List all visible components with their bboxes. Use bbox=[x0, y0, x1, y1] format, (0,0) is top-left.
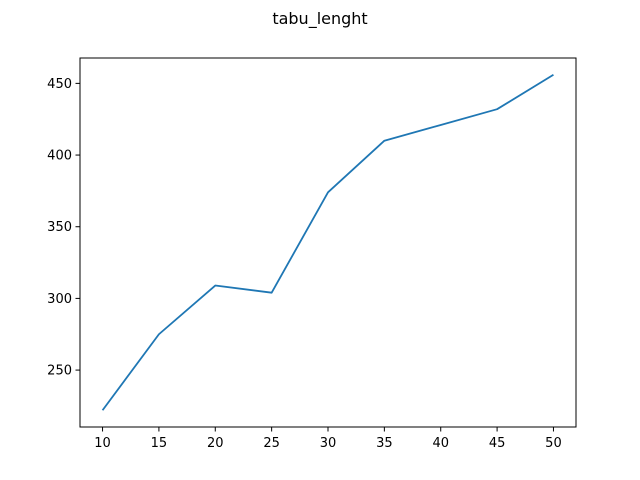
chart-title: tabu_lenght bbox=[272, 9, 367, 29]
x-tick-label: 20 bbox=[207, 436, 224, 451]
x-tick-label: 50 bbox=[545, 436, 562, 451]
y-tick-label: 300 bbox=[47, 292, 72, 307]
x-tick-label: 25 bbox=[263, 436, 280, 451]
x-tick-label: 10 bbox=[94, 436, 111, 451]
y-tick-label: 400 bbox=[47, 149, 72, 164]
x-tick-label: 45 bbox=[489, 436, 506, 451]
y-tick-label: 450 bbox=[47, 77, 72, 92]
series-line bbox=[101, 74, 554, 411]
plot-area: 10 15 20 25 30 35 40 45 50 250 300 350 400 450 bbox=[47, 57, 577, 451]
y-tick-label: 350 bbox=[47, 220, 72, 235]
y-tick-label: 250 bbox=[47, 364, 72, 379]
x-tick-label: 15 bbox=[151, 436, 168, 451]
x-tick-label: 40 bbox=[432, 436, 449, 451]
x-tick-label: 30 bbox=[320, 436, 337, 451]
x-tick-label: 35 bbox=[376, 436, 393, 451]
axes-frame bbox=[79, 57, 577, 428]
